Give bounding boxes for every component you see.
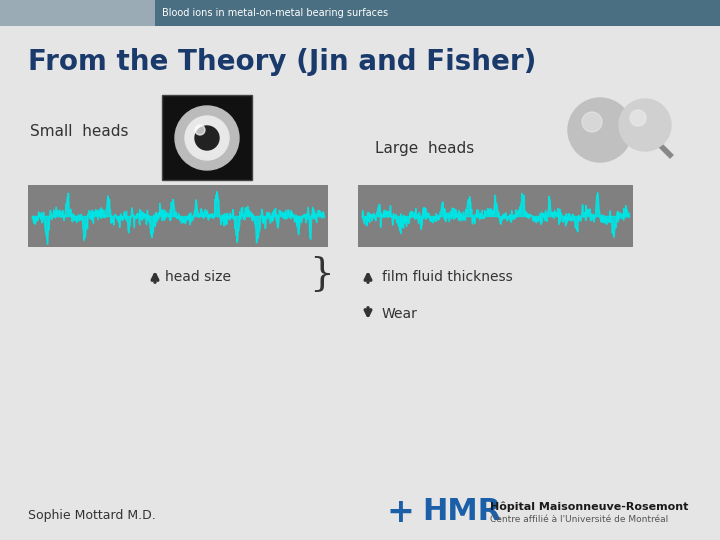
Text: HMR: HMR (422, 497, 501, 526)
Bar (0, 0, 155, 26)
Bar (28, 185, 328, 247)
Circle shape (195, 125, 205, 135)
Circle shape (619, 99, 671, 151)
Text: Blood ions in metal-on-metal bearing surfaces: Blood ions in metal-on-metal bearing sur… (162, 8, 388, 18)
Text: Large  heads: Large heads (375, 140, 474, 156)
Text: From the Theory (Jin and Fisher): From the Theory (Jin and Fisher) (28, 48, 536, 76)
Text: head size: head size (165, 270, 231, 284)
Text: +: + (386, 496, 414, 529)
Bar (162, 95, 252, 180)
Text: }: } (310, 255, 334, 293)
Text: Centre affilié à l'Université de Montréal: Centre affilié à l'Université de Montréa… (490, 515, 668, 523)
Bar (358, 185, 633, 247)
Circle shape (582, 112, 602, 132)
Text: Wear: Wear (382, 307, 418, 321)
Text: Small  heads: Small heads (30, 125, 128, 139)
Text: film fluid thickness: film fluid thickness (382, 270, 513, 284)
Circle shape (630, 110, 646, 126)
Circle shape (568, 98, 632, 162)
Text: Sophie Mottard M.D.: Sophie Mottard M.D. (28, 509, 156, 522)
Circle shape (195, 126, 219, 150)
Circle shape (185, 116, 229, 160)
Text: Hôpital Maisonneuve-Rosemont: Hôpital Maisonneuve-Rosemont (490, 502, 688, 512)
Bar (155, 0, 720, 26)
Circle shape (175, 106, 239, 170)
